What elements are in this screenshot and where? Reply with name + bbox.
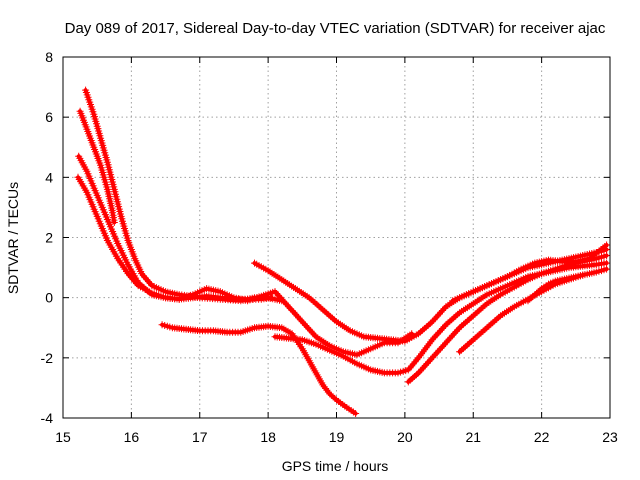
x-tick-label: 16 [124, 429, 140, 445]
axis-ticks: 15 16 17 18 19 20 21 22 23 -4 -2 0 2 4 6 8 [41, 49, 618, 445]
series-track-4 [74, 173, 275, 303]
series-group [74, 86, 611, 417]
series-markers [524, 271, 587, 305]
series-markers [82, 86, 286, 305]
x-tick-label: 20 [397, 429, 413, 445]
series-track-5 [158, 321, 360, 417]
x-tick-label: 17 [192, 429, 208, 445]
series-track-7 [271, 259, 611, 377]
y-tick-label: -2 [41, 350, 54, 366]
x-tick-label: 21 [465, 429, 481, 445]
series-markers [449, 241, 611, 305]
x-tick-label: 22 [534, 429, 550, 445]
series-line [76, 154, 414, 357]
chart-title: Day 089 of 2017, Sidereal Day-to-day VTE… [65, 20, 606, 37]
x-tick-label: 19 [329, 429, 345, 445]
series-markers [76, 107, 118, 226]
y-axis-label: SDTVAR / TECUs [5, 182, 21, 294]
series-track-1 [82, 86, 286, 305]
y-tick-label: 8 [45, 49, 53, 65]
x-tick-label: 23 [602, 429, 618, 445]
y-tick-label: 4 [45, 169, 53, 185]
series-markers [74, 173, 275, 303]
x-tick-label: 15 [55, 429, 71, 445]
series-markers [271, 259, 611, 377]
series-track-10 [449, 241, 611, 305]
x-axis-label: GPS time / hours [282, 458, 389, 474]
y-tick-label: 0 [45, 290, 53, 306]
y-tick-label: 2 [45, 230, 53, 246]
grid [63, 57, 610, 418]
y-tick-label: 6 [45, 109, 53, 125]
series-line [160, 322, 358, 416]
series-markers [158, 321, 360, 417]
series-line [83, 88, 284, 303]
series-track-11 [524, 271, 587, 305]
x-tick-label: 18 [260, 429, 276, 445]
y-tick-label: -4 [41, 410, 54, 426]
series-track-2 [76, 107, 118, 226]
